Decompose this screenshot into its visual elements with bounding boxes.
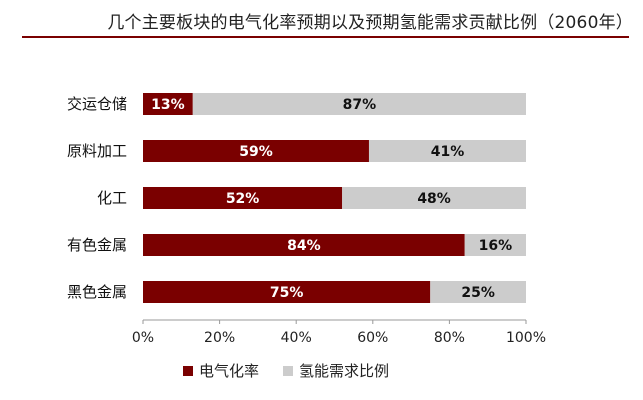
data-label: 59% [239,144,273,160]
legend-hydrogen-label: 氢能需求比例 [299,362,389,380]
data-label: 25% [461,285,495,301]
x-tick-label: 20% [204,330,235,346]
title-underline [22,36,629,38]
bar-hydrogen [368,140,526,162]
legend-hydrogen-swatch [283,366,293,376]
data-label: 52% [226,191,260,207]
x-tick-label: 60% [357,330,388,346]
bar-hydrogen [342,187,526,209]
bar-electrification [143,281,431,303]
bar-electrification [143,234,465,256]
x-tick-label: 0% [132,330,154,346]
data-label: 87% [343,97,377,113]
bar-electrification [143,140,369,162]
legend-electrification-swatch [183,366,193,376]
data-label: 84% [287,238,321,254]
bar-electrification [143,93,193,115]
chart-title: 几个主要板块的电气化率预期以及预期氢能需求贡献比例（2060年） [107,13,633,33]
data-label: 41% [431,144,465,160]
bar-electrification [143,187,343,209]
x-tick-label: 100% [506,330,546,346]
bar-hydrogen [430,281,526,303]
data-label: 48% [417,191,451,207]
legend-electrification-label: 电气化率 [199,362,259,380]
x-tick-label: 40% [281,330,312,346]
category-label: 黑色金属 [67,283,127,301]
data-label: 75% [270,285,304,301]
data-label: 16% [479,238,513,254]
category-label: 有色金属 [67,236,127,254]
bar-hydrogen [464,234,526,256]
data-label: 13% [151,97,185,113]
bar-hydrogen [192,93,527,115]
category-label: 交运仓储 [67,95,127,113]
x-tick-label: 80% [434,330,465,346]
category-label: 化工 [97,189,127,207]
category-label: 原料加工 [67,142,127,160]
